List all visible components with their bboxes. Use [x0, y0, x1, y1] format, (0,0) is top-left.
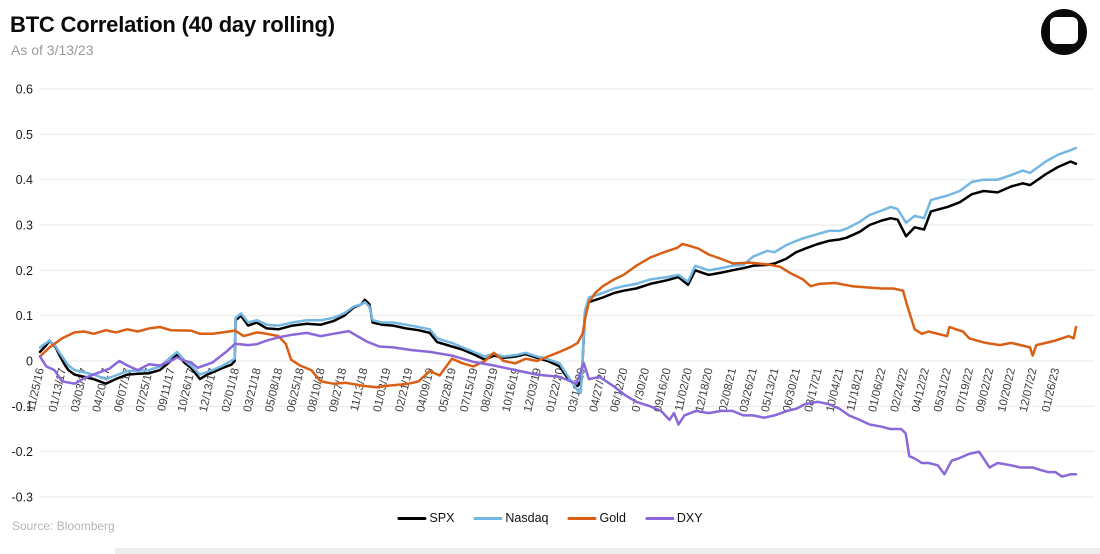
y-tick-label: 0.5 [16, 128, 33, 142]
series-line-nasdaq [38, 146, 1078, 394]
page-title: BTC Correlation (40 day rolling) [10, 12, 335, 37]
y-tick-label: 0.3 [16, 219, 33, 233]
y-tick-label: -0.1 [11, 400, 33, 414]
legend-item-nasdaq: Nasdaq [473, 511, 549, 525]
y-tick-label: 0.1 [16, 309, 33, 323]
legend-item-dxy: DXY [644, 511, 703, 525]
legend-label: DXY [676, 511, 703, 525]
x-tick-label: 11/02/20 [673, 367, 695, 412]
y-tick-label: 0 [26, 355, 33, 369]
spx-line-swatch [397, 516, 427, 520]
source-caption: Source: Bloomberg [12, 519, 115, 533]
legend-item-gold: Gold [567, 511, 626, 525]
x-tick-label: 11/13/18 [349, 367, 371, 412]
legend-label: Nasdaq [505, 511, 549, 525]
brand-logo-icon [1041, 9, 1087, 55]
y-tick-label: 0.6 [16, 83, 33, 97]
x-tick-label: 11/18/21 [845, 367, 867, 412]
y-tick-label: -0.3 [11, 490, 33, 504]
dxy-line-swatch [644, 516, 674, 520]
gold-line-swatch [567, 516, 597, 520]
x-tick-label: 09/11/17 [156, 367, 178, 412]
series-line-spx [38, 160, 1078, 388]
series-line-dxy [38, 329, 1078, 478]
as-of-date: As of 3/13/23 [11, 42, 94, 58]
y-tick-label: -0.2 [11, 445, 33, 459]
bottom-divider [115, 548, 1100, 554]
chart-legend: SPX Nasdaq Gold DXY [397, 511, 703, 525]
x-tick-label: 11/25/16 [25, 367, 47, 412]
y-tick-label: 0.4 [16, 173, 33, 187]
nasdaq-line-swatch [473, 516, 503, 520]
series-line-gold [38, 242, 1078, 389]
y-tick-label: 0.2 [16, 264, 33, 278]
legend-label: Gold [599, 511, 626, 525]
legend-label: SPX [429, 511, 455, 525]
legend-item-spx: SPX [397, 511, 454, 525]
